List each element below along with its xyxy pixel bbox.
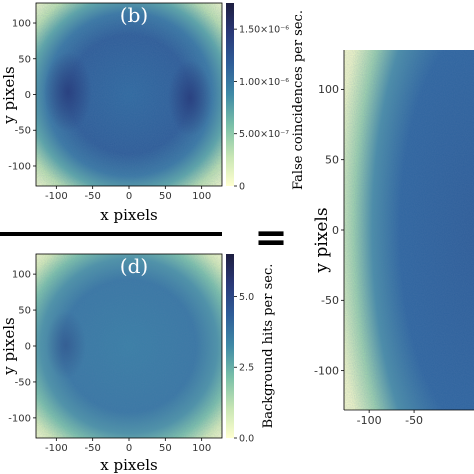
x-tick-label: 50 — [159, 191, 172, 202]
panel-label-b: (b) — [120, 3, 148, 27]
x-tick-label: -50 — [85, 191, 101, 202]
x-tick-label: -50 — [85, 443, 101, 454]
y-tick-label: -50 — [321, 294, 339, 307]
y-tick-label: -50 — [15, 126, 31, 137]
colorbar-ticks-b: 1.50×10⁻⁶ 1.00×10⁻⁶ 5.00×10⁻⁷ 0 — [234, 25, 289, 193]
y-tick-label: -100 — [8, 161, 31, 172]
y-tick-label: 0 — [25, 90, 31, 101]
y-tick-label: -50 — [15, 377, 31, 388]
xlabel-b: x pixels — [100, 206, 157, 224]
x-tick-label: -100 — [357, 414, 382, 427]
x-tick-label: 0 — [126, 191, 132, 202]
ticks-right: -100 -50 100 50 0 -50 -100 — [314, 83, 423, 427]
panel-label-d: (d) — [120, 254, 148, 278]
ylabel-right: y pixels — [312, 207, 332, 273]
y-tick-label: 50 — [325, 154, 339, 167]
x-tick-label: -100 — [45, 191, 68, 202]
heatmap-d-dark-left — [46, 311, 86, 379]
y-tick-label: 50 — [18, 306, 31, 317]
heatmap-right-noise — [344, 50, 474, 410]
colorbar-tick-label: 5.0 — [239, 292, 254, 303]
ticks-b: -100 -50 0 50 100 100 50 0 -50 -100 — [8, 19, 211, 202]
colorbar-tick-label: 0 — [239, 182, 245, 193]
colorbar-label-b: False coincidences per sec. — [291, 10, 306, 190]
y-tick-label: 50 — [18, 54, 31, 65]
xlabel-d: x pixels — [100, 456, 157, 474]
colorbar-ticks-d: 5.0 2.5 0.0 — [234, 292, 254, 445]
colorbar-tick-label: 1.50×10⁻⁶ — [239, 25, 289, 36]
ylabel-d: y pixels — [0, 317, 18, 375]
y-tick-label: 100 — [318, 83, 339, 96]
panel-right: -100 -50 100 50 0 -50 -100 y pixels — [312, 50, 474, 427]
y-tick-label: 0 — [332, 224, 339, 237]
y-tick-label: 100 — [12, 19, 31, 30]
colorbar-tick-label: 2.5 — [239, 363, 254, 374]
fraction-bar — [0, 232, 222, 236]
equals-sign: = — [254, 215, 288, 261]
colorbar-tick-label: 1.00×10⁻⁶ — [239, 77, 289, 88]
x-tick-label: 0 — [126, 443, 132, 454]
heatmap-b-dark-right — [168, 60, 212, 136]
colorbar-label-d: Background hits per sec. — [261, 264, 276, 429]
y-tick-label: -100 — [8, 413, 31, 424]
colorbar-tick-label: 5.00×10⁻⁷ — [239, 129, 289, 140]
colorbar-b — [226, 3, 234, 186]
x-tick-label: -50 — [405, 414, 423, 427]
x-tick-label: -100 — [45, 443, 68, 454]
ylabel-b: y pixels — [0, 66, 18, 124]
x-tick-label: 100 — [192, 443, 211, 454]
y-tick-label: -100 — [314, 364, 339, 377]
colorbar-tick-label: 0.0 — [239, 434, 254, 445]
x-tick-label: 50 — [159, 443, 172, 454]
heatmap-b-dark-left — [44, 52, 92, 132]
y-tick-label: 100 — [12, 270, 31, 281]
ticks-d: -100 -50 0 50 100 100 50 0 -50 -100 — [8, 270, 211, 454]
x-tick-label: 100 — [192, 191, 211, 202]
colorbar-d — [226, 254, 234, 438]
y-tick-label: 0 — [25, 342, 31, 353]
